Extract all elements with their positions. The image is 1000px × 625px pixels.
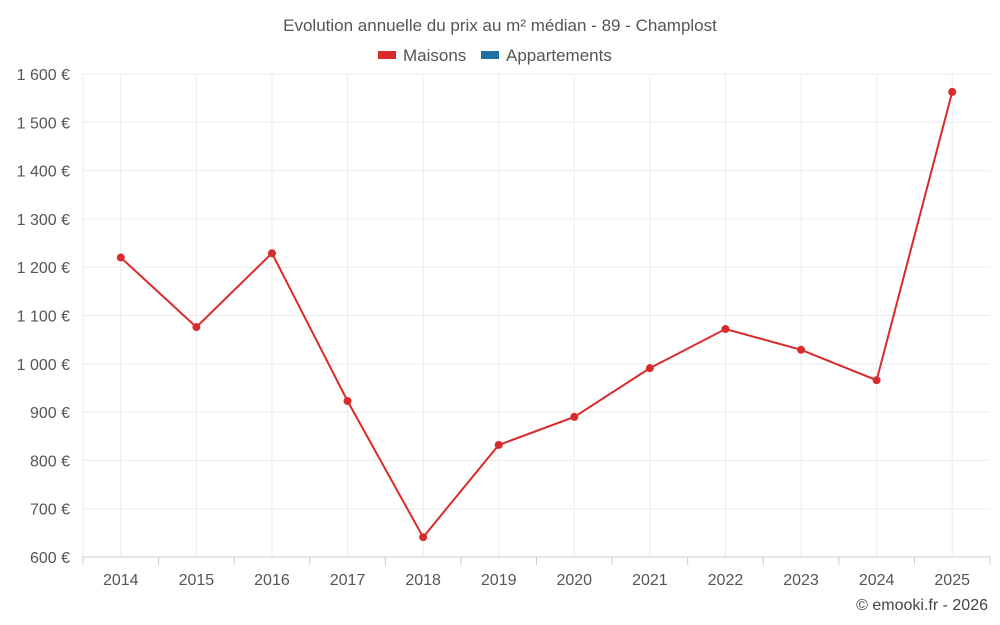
y-tick-label: 1 200 € xyxy=(17,260,70,277)
x-tick-label: 2016 xyxy=(254,572,290,589)
y-tick-label: 1 500 € xyxy=(17,115,70,132)
x-tick-label: 2021 xyxy=(632,572,668,589)
x-tick-label: 2019 xyxy=(481,572,517,589)
data-point-2018 xyxy=(419,533,428,542)
x-tick-label: 2022 xyxy=(708,572,744,589)
data-point-2014 xyxy=(116,253,125,262)
x-tick-label: 2020 xyxy=(556,572,592,589)
legend: Maisons Appartements xyxy=(378,46,612,65)
y-tick-label: 1 400 € xyxy=(17,164,70,181)
data-point-2020 xyxy=(570,412,579,421)
chart-title: Evolution annuelle du prix au m² médian … xyxy=(283,16,717,35)
x-tick-label: 2017 xyxy=(330,572,366,589)
series-line-maisons xyxy=(120,91,954,539)
legend-swatch-maisons xyxy=(378,51,396,59)
credit: © emooki.fr - 2026 xyxy=(856,597,988,614)
data-point-2024 xyxy=(872,376,881,385)
x-tick-label: 2023 xyxy=(783,572,819,589)
y-tick-label: 900 € xyxy=(30,405,70,422)
data-point-2016 xyxy=(267,249,276,258)
x-tick-label: 2024 xyxy=(859,572,895,589)
y-tick-label: 1 000 € xyxy=(17,357,70,374)
y-tick-label: 1 300 € xyxy=(17,212,70,229)
data-point-2015 xyxy=(192,323,201,332)
x-tick-label: 2015 xyxy=(179,572,215,589)
legend-swatch-appartements xyxy=(481,51,499,59)
x-tick-label: 2025 xyxy=(934,572,970,589)
y-tick-label: 700 € xyxy=(30,502,70,519)
y-tick-label: 600 € xyxy=(30,550,70,567)
data-point-2023 xyxy=(797,345,806,354)
data-point-2017 xyxy=(343,396,352,405)
x-tick-label: 2014 xyxy=(103,572,139,589)
y-tick-label: 1 600 € xyxy=(17,67,70,84)
legend-label-appartements[interactable]: Appartements xyxy=(506,46,612,65)
x-tick-label: 2018 xyxy=(405,572,441,589)
legend-label-maisons[interactable]: Maisons xyxy=(403,46,466,65)
data-point-2025 xyxy=(948,87,957,96)
y-tick-label: 800 € xyxy=(30,453,70,470)
y-tick-label: 1 100 € xyxy=(17,309,70,326)
data-point-2021 xyxy=(645,364,654,373)
data-point-2022 xyxy=(721,325,730,334)
data-point-2019 xyxy=(494,440,503,449)
